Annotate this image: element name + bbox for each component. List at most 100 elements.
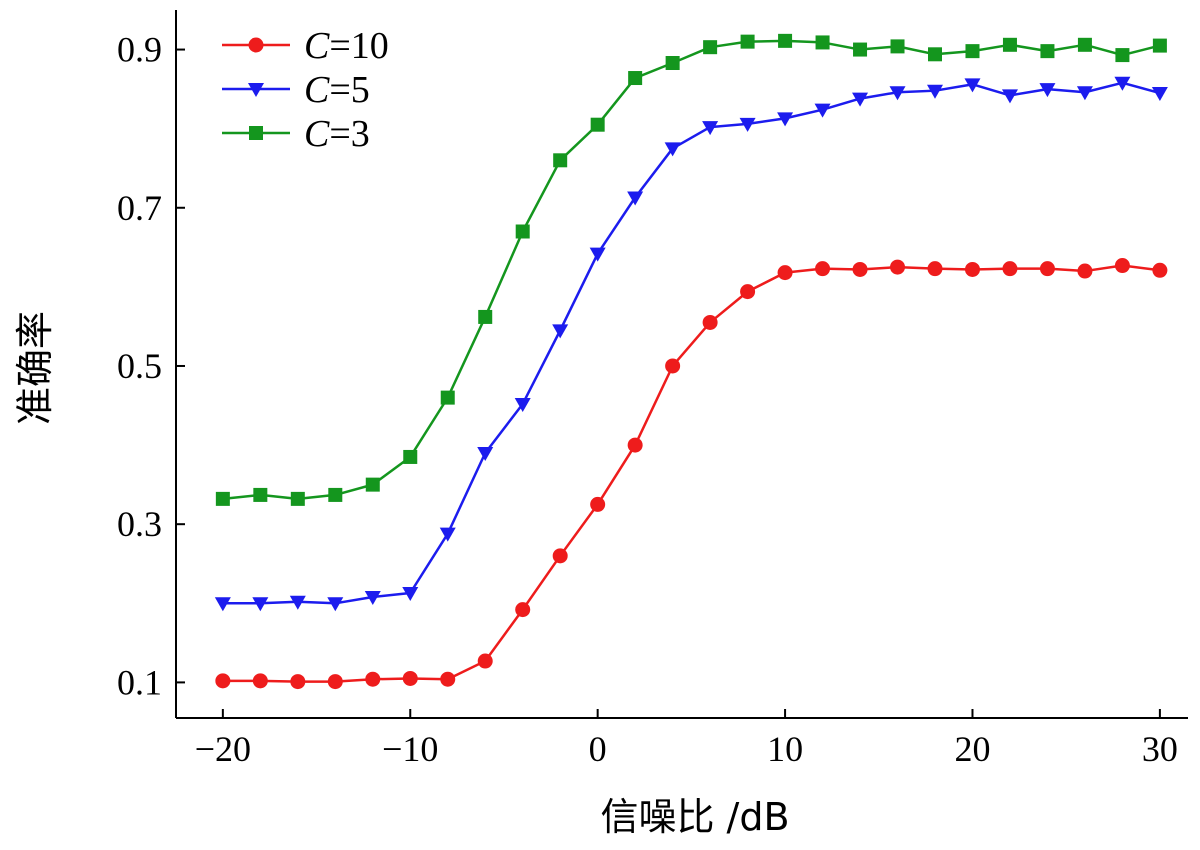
data-point-c5 (814, 103, 831, 118)
legend-item-c3: C=3 (222, 113, 370, 155)
data-point-c10 (627, 437, 643, 453)
data-point-c3 (778, 33, 793, 48)
series-c3 (215, 33, 1167, 506)
data-point-c10 (964, 261, 980, 277)
data-point-c3 (253, 487, 268, 502)
data-point-c10 (1152, 262, 1168, 278)
data-point-c5 (514, 397, 531, 412)
data-point-c5 (664, 142, 681, 157)
data-point-c5 (964, 78, 981, 93)
data-point-c10 (852, 261, 868, 277)
data-point-c10 (927, 261, 943, 277)
data-point-c3 (365, 477, 380, 492)
x-tick-label: 30 (1142, 729, 1178, 769)
data-point-c3 (703, 40, 718, 55)
data-point-c3 (478, 309, 493, 324)
x-axis-title: 信噪比 /dB (600, 795, 789, 839)
data-point-c3 (815, 35, 830, 50)
data-point-c3 (1040, 44, 1055, 59)
data-point-c5 (477, 446, 494, 461)
data-point-c10 (290, 674, 306, 690)
x-tick-label: 20 (954, 729, 990, 769)
data-point-c3 (1002, 37, 1017, 52)
data-point-c5 (439, 527, 456, 542)
x-tick-label: −20 (195, 729, 251, 769)
y-tick-label: 0.7 (117, 188, 162, 228)
axes: −20 −10 0 10 20 30 0.1 0.3 0.5 0.7 0.9 (117, 10, 1188, 769)
data-point-c10 (777, 265, 793, 281)
data-point-c3 (590, 117, 605, 132)
data-point-c10 (1039, 261, 1055, 277)
data-point-c10 (665, 358, 681, 374)
data-point-c3 (890, 39, 905, 54)
data-point-c3 (553, 153, 568, 168)
data-point-c5 (289, 595, 306, 610)
plot-area (214, 33, 1168, 690)
series-c10 (215, 258, 1168, 690)
data-point-c5 (1076, 86, 1093, 101)
data-point-c10 (515, 602, 531, 618)
data-point-c10 (477, 653, 493, 669)
data-point-c3 (328, 487, 343, 502)
data-point-c3 (740, 34, 755, 49)
legend-label: C=3 (304, 113, 370, 155)
legend-item-c5: C=5 (222, 69, 370, 111)
y-tick-label: 0.5 (117, 346, 162, 386)
data-point-c3 (665, 56, 680, 71)
data-point-c5 (702, 121, 719, 136)
data-point-c3 (1077, 37, 1092, 52)
data-point-c10 (1002, 261, 1018, 277)
y-tick-label: 0.1 (117, 662, 162, 702)
data-point-c10 (590, 496, 606, 512)
data-point-c3 (853, 42, 868, 57)
x-tick-label: 0 (589, 729, 607, 769)
data-point-c5 (1001, 89, 1018, 104)
data-point-c5 (252, 597, 269, 612)
data-point-c3 (215, 491, 230, 506)
data-point-c3 (928, 47, 942, 62)
data-point-c10 (365, 671, 381, 687)
series-c5 (214, 76, 1168, 612)
data-point-c5 (739, 117, 756, 132)
y-tick-label: 0.3 (117, 504, 162, 544)
data-point-c3 (1115, 48, 1130, 63)
data-point-c10 (327, 674, 343, 690)
data-point-c3 (628, 71, 643, 86)
x-tick-label: 10 (767, 729, 803, 769)
legend: C=10C=5C=3 (222, 25, 389, 155)
data-point-c3 (515, 224, 530, 239)
data-point-c10 (1114, 258, 1130, 274)
data-point-c5 (627, 191, 644, 206)
data-point-c10 (440, 671, 456, 687)
y-tick-label: 0.9 (117, 30, 162, 70)
data-point-c3 (440, 390, 455, 405)
data-point-c10 (740, 284, 756, 300)
data-point-c10 (552, 548, 568, 564)
legend-swatch-marker (248, 37, 264, 53)
data-point-c3 (290, 491, 305, 506)
data-point-c10 (815, 261, 831, 277)
data-point-c5 (1039, 83, 1056, 98)
data-point-c5 (927, 84, 943, 99)
data-point-c5 (589, 247, 606, 262)
legend-label: C=10 (304, 25, 389, 67)
data-point-c5 (402, 587, 419, 602)
data-point-c5 (852, 92, 869, 107)
data-point-c5 (214, 597, 231, 612)
legend-label: C=5 (304, 69, 370, 111)
legend-swatch-marker (249, 126, 263, 140)
data-point-c10 (402, 670, 418, 686)
data-point-c10 (215, 673, 231, 689)
data-point-c10 (1077, 263, 1093, 279)
x-tick-label: −10 (382, 729, 438, 769)
data-point-c5 (777, 112, 794, 127)
data-point-c3 (1152, 38, 1167, 53)
data-point-c10 (890, 259, 906, 275)
data-point-c10 (702, 314, 718, 330)
y-axis-title: 准确率 (13, 311, 57, 425)
series-line-c5 (222, 81, 1161, 605)
data-point-c3 (403, 449, 418, 464)
legend-swatch-marker (248, 83, 264, 97)
data-point-c5 (1151, 87, 1168, 102)
